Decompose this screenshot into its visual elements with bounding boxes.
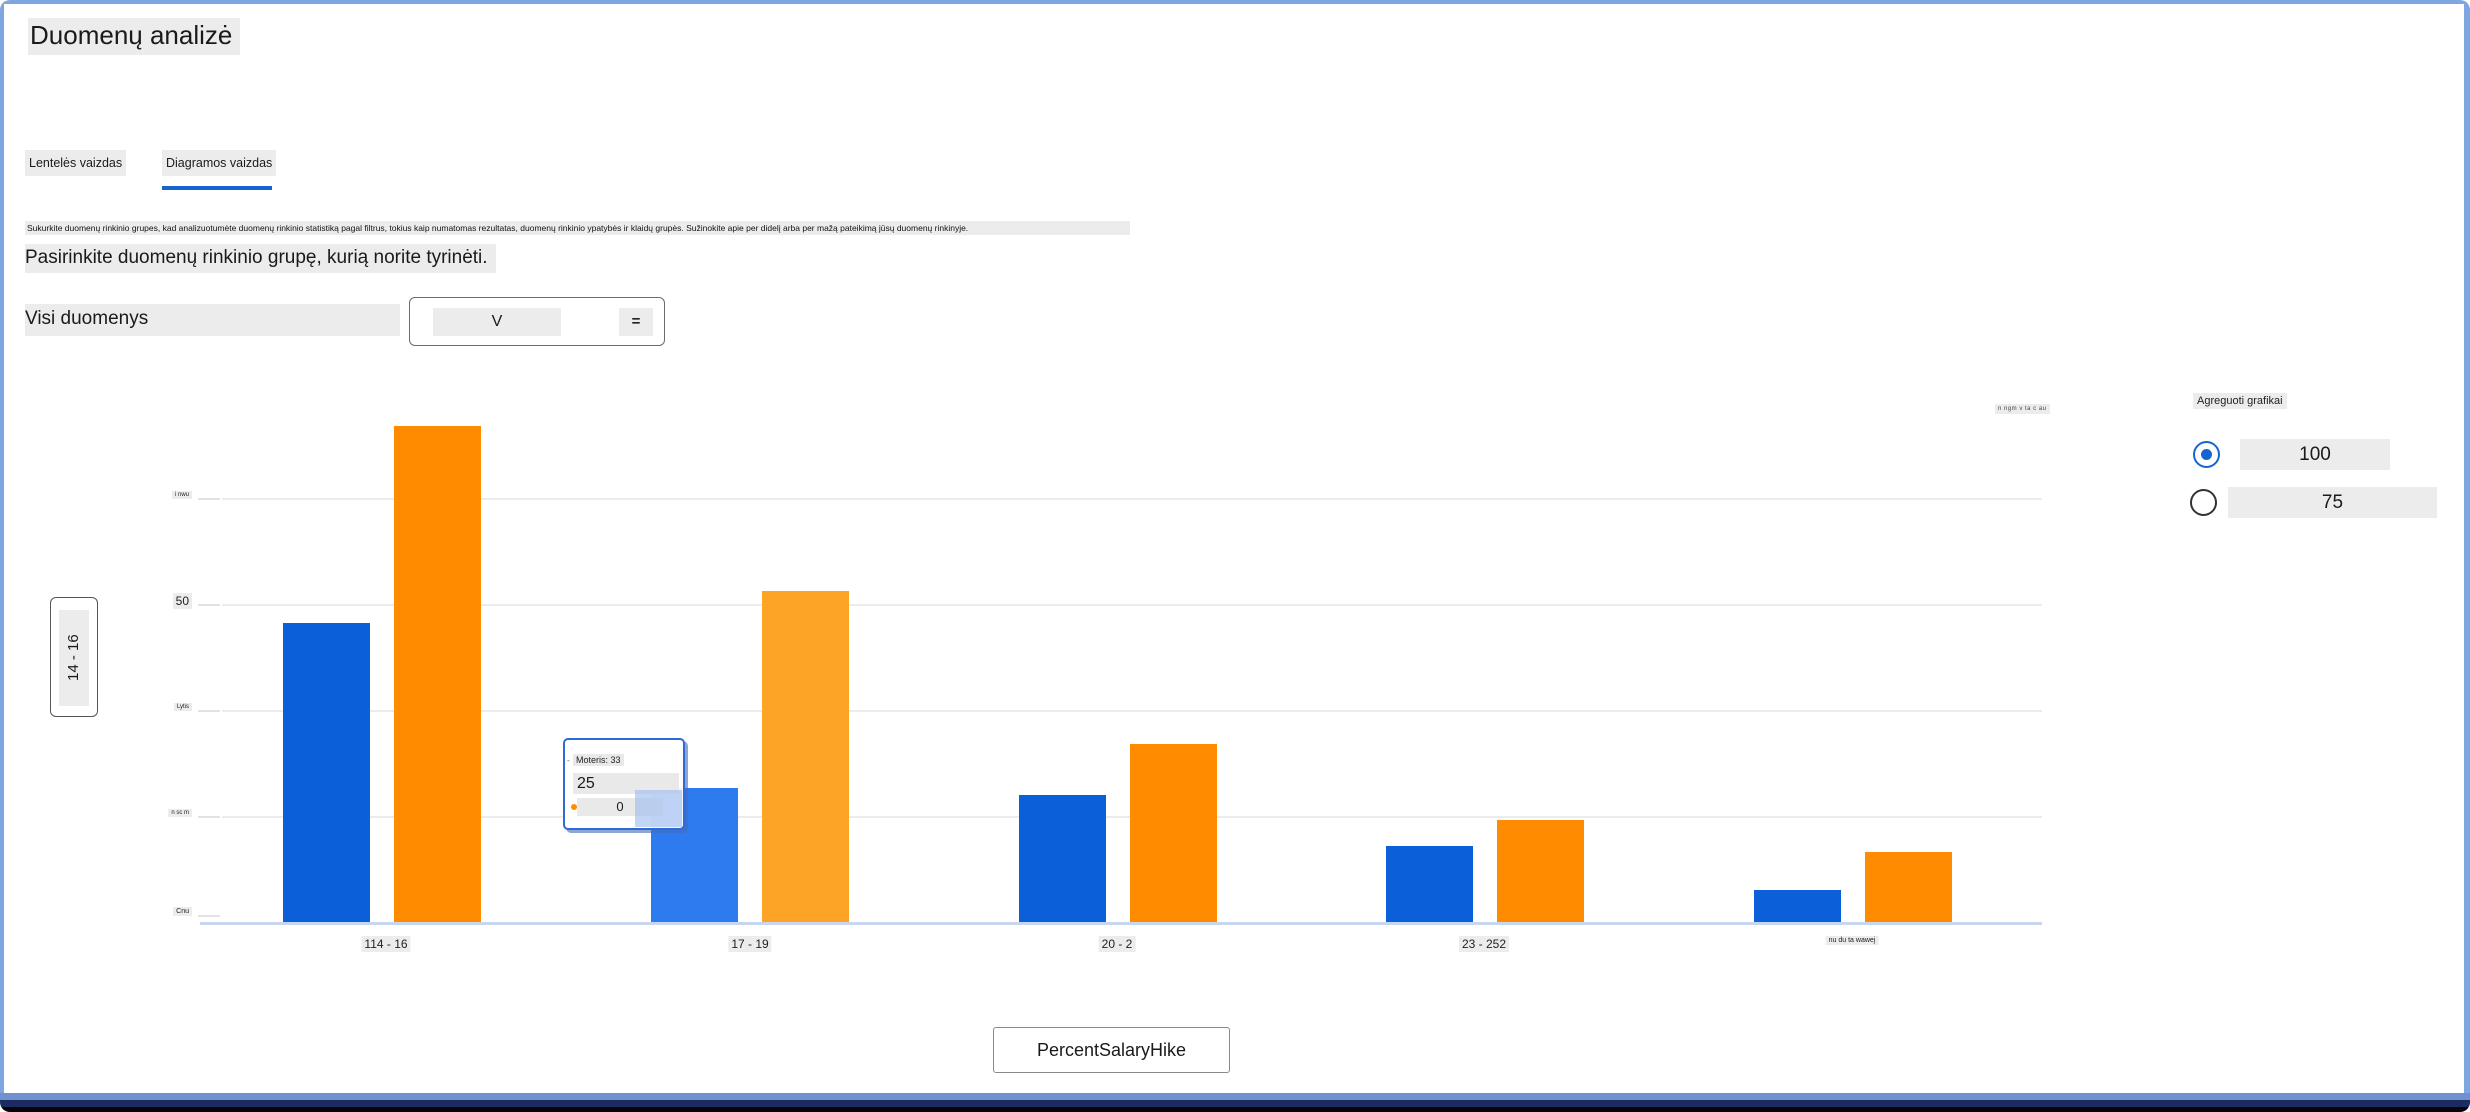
y-tick-label-illegible: Lytis	[173, 702, 192, 711]
x-tick-label: 20 - 2	[1098, 936, 1136, 952]
y-tick-label-illegible: n sc m	[168, 808, 192, 817]
x-axis-line	[200, 922, 2042, 925]
window-border-bottom-blue	[0, 1093, 2470, 1100]
bar-blue-series-group1[interactable]	[283, 623, 370, 922]
percent-salary-hike-button[interactable]: PercentSalaryHike	[993, 1027, 1230, 1073]
dropdown-value: V	[433, 308, 561, 336]
x-tick-label: 17 - 19	[728, 936, 772, 952]
active-tab-indicator	[162, 186, 272, 190]
gridline	[222, 604, 2042, 606]
radio-dot	[2201, 449, 2212, 460]
percent-salary-hike-label: PercentSalaryHike	[1036, 1040, 1187, 1060]
radio-option-100[interactable]: 100	[2193, 439, 2393, 471]
y-axis-tickmark	[198, 710, 220, 712]
radio-option-75[interactable]: 75	[2190, 487, 2440, 519]
bar-visible-through-tooltip	[635, 790, 682, 827]
x-tick-label: 23 - 252	[1458, 936, 1510, 952]
y-axis-category-box[interactable]: 14 - 16	[50, 597, 98, 717]
chart-tooltip: - Moteris: 33 25 0	[563, 738, 685, 830]
intro-subtitle: Pasirinkite duomenų rinkinio grupę, kuri…	[25, 244, 496, 273]
tooltip-series-value: Moteris: 33	[573, 754, 624, 766]
equals-icon: =	[619, 308, 653, 336]
bar-orange-series-group1[interactable]	[394, 426, 481, 922]
orange-series-dot-icon	[571, 804, 577, 810]
tooltip-secondary-value: 0	[616, 799, 624, 814]
aggregate-charts-label: Agreguoti grafikai	[2193, 393, 2287, 409]
window-border-left	[0, 0, 4, 1112]
bar-orange-series-group2[interactable]	[762, 591, 849, 922]
intro-description: Sukurkite duomenų rinkinio grupes, kad a…	[25, 221, 1130, 235]
y-tick-label-illegible: Cnu	[173, 907, 192, 917]
dataset-group-select[interactable]: V =	[409, 297, 665, 346]
y-axis-tickmark	[198, 816, 220, 818]
window-border-top	[0, 0, 2470, 4]
gridline	[222, 498, 2042, 500]
dataset-selector-label: Visi duomenys	[25, 304, 400, 336]
tab-table-view[interactable]: Lentelės vaizdas	[25, 150, 127, 176]
y-axis-tickmark	[198, 604, 220, 606]
tooltip-dash: -	[567, 756, 570, 765]
x-tick-label: 114 - 16	[361, 936, 411, 952]
tab-chart-view[interactable]: Diagramos vaizdas	[162, 150, 277, 176]
window-border-bottom-black	[0, 1107, 2470, 1112]
y-axis-tickmark	[198, 498, 220, 500]
radio-label-75[interactable]: 75	[2228, 487, 2437, 518]
bar-orange-series-group5[interactable]	[1865, 852, 1952, 922]
bar-orange-series-group4[interactable]	[1497, 820, 1584, 922]
window-border-bottom-navy	[0, 1100, 2470, 1107]
tooltip-primary-value: 25	[573, 773, 679, 794]
radio-selected-icon[interactable]	[2193, 441, 2220, 468]
x-tick-label-illegible: nu du ta wawej	[1825, 936, 1879, 945]
page-title: Duomenų analizė	[28, 18, 241, 55]
chart-legend-small-illegible: n ngm v ta c au	[1995, 404, 2050, 414]
bar-blue-series-group4[interactable]	[1386, 846, 1473, 922]
y-axis-tickmark	[198, 915, 220, 917]
radio-label-100[interactable]: 100	[2240, 439, 2390, 470]
radio-unselected-icon[interactable]	[2190, 489, 2217, 516]
bar-blue-series-group3[interactable]	[1019, 795, 1106, 922]
window-border-right	[2464, 0, 2470, 1112]
y-tick-label: 50	[172, 592, 192, 609]
y-tick-label-illegible: i nwu	[171, 490, 192, 499]
bar-orange-series-group3[interactable]	[1130, 744, 1217, 922]
gridline	[222, 710, 2042, 712]
bar-blue-series-group5[interactable]	[1754, 890, 1841, 922]
